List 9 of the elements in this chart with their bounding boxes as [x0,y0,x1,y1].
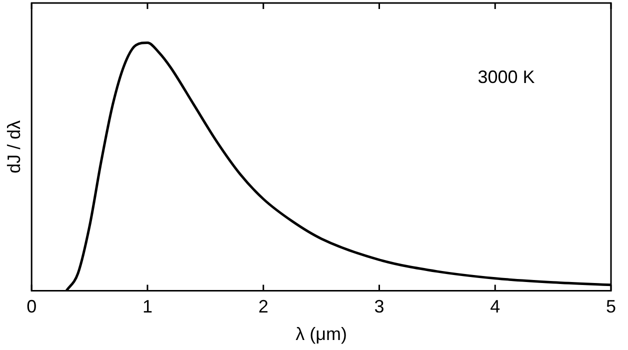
x-tick-label: 0 [26,296,37,317]
x-axis-title: λ (μm) [296,324,347,344]
x-tick-label: 2 [258,296,268,317]
x-tick-label: 1 [142,296,152,317]
x-tick-label: 4 [490,296,500,317]
annotation: 3000 K [478,66,535,87]
x-tick-label: 5 [606,296,616,317]
y-axis-title: dJ / dλ [4,120,24,174]
x-tick-label: 3 [374,296,384,317]
